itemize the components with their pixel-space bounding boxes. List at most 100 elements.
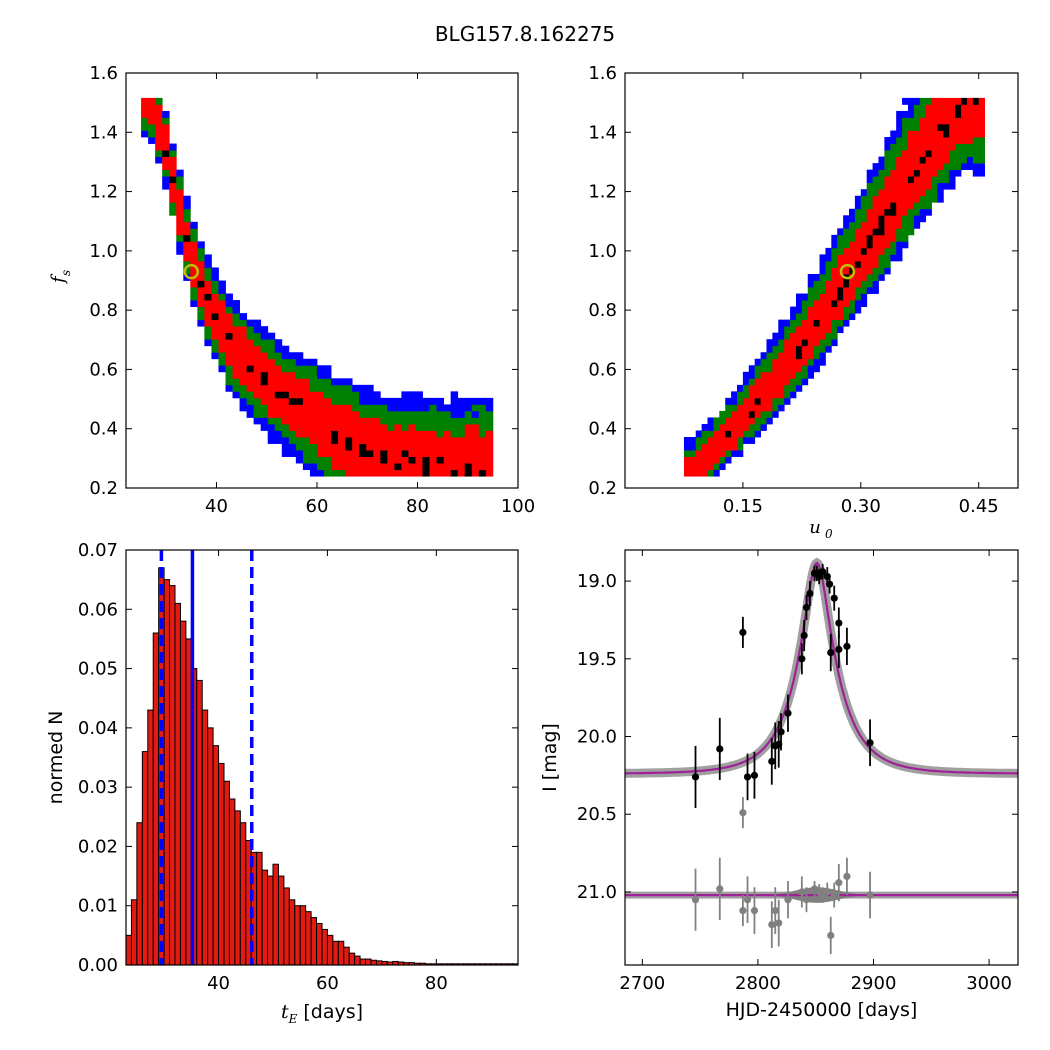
posterior-cell-95 bbox=[338, 384, 346, 392]
posterior-cell-68 bbox=[331, 443, 339, 451]
posterior-cell-95 bbox=[183, 260, 191, 268]
posterior-cell-68 bbox=[849, 247, 856, 255]
y-tick-label: 0.04 bbox=[78, 718, 118, 739]
data-point bbox=[784, 709, 792, 717]
posterior-cell-68 bbox=[860, 221, 868, 229]
posterior-cell-99 bbox=[387, 404, 395, 412]
posterior-cell-99 bbox=[907, 97, 915, 105]
posterior-cell-68 bbox=[819, 313, 826, 321]
posterior-cell-95 bbox=[772, 345, 779, 353]
posterior-cell-best bbox=[813, 319, 820, 327]
posterior-cell-95 bbox=[309, 443, 318, 451]
posterior-cell-99 bbox=[890, 254, 897, 262]
posterior-cell-best bbox=[345, 437, 353, 444]
posterior-cell-95 bbox=[443, 410, 452, 418]
posterior-cell-95 bbox=[719, 456, 726, 464]
posterior-cell-68 bbox=[784, 378, 791, 386]
posterior-cell-99 bbox=[854, 195, 862, 203]
posterior-cell-95 bbox=[373, 404, 381, 412]
posterior-cell-99 bbox=[795, 293, 803, 301]
posterior-cell-68 bbox=[931, 110, 938, 118]
posterior-cell-68 bbox=[394, 443, 402, 451]
posterior-cell-68 bbox=[267, 391, 276, 399]
posterior-cell-68 bbox=[937, 104, 944, 112]
posterior-cell-68 bbox=[366, 417, 374, 425]
posterior-cell-68 bbox=[955, 123, 962, 131]
posterior-cell-68 bbox=[239, 339, 248, 347]
posterior-cell-68 bbox=[890, 215, 897, 223]
posterior-cell-95 bbox=[849, 306, 856, 314]
posterior-cell-68 bbox=[309, 417, 318, 425]
posterior-cell-99 bbox=[253, 326, 262, 334]
posterior-cell-best bbox=[169, 176, 177, 184]
posterior-cell-99 bbox=[683, 437, 691, 444]
posterior-cell-68 bbox=[211, 326, 219, 334]
posterior-cell-68 bbox=[919, 130, 927, 138]
posterior-cell-68 bbox=[457, 437, 466, 444]
posterior-cell-68 bbox=[204, 287, 212, 294]
posterior-cell-best bbox=[872, 228, 879, 236]
posterior-cell-99 bbox=[260, 332, 269, 340]
posterior-cell-99 bbox=[949, 169, 956, 177]
posterior-cell-99 bbox=[267, 332, 276, 340]
posterior-cell-best bbox=[919, 156, 927, 164]
posterior-cell-99 bbox=[225, 293, 233, 301]
posterior-cell-68 bbox=[415, 450, 423, 457]
posterior-cell-68 bbox=[316, 391, 325, 399]
posterior-cell-95 bbox=[813, 352, 820, 360]
posterior-cell-68 bbox=[760, 371, 767, 379]
posterior-cell-best bbox=[754, 397, 761, 405]
posterior-cell-68 bbox=[937, 137, 944, 144]
posterior-cell-68 bbox=[162, 156, 170, 164]
posterior-cell-68 bbox=[866, 267, 873, 275]
histogram-bar bbox=[239, 822, 247, 966]
y-tick-label: 0.6 bbox=[588, 359, 617, 380]
posterior-cell-68 bbox=[713, 430, 720, 438]
data-point bbox=[835, 645, 843, 654]
posterior-cell-99 bbox=[896, 254, 903, 262]
posterior-cell-68 bbox=[931, 97, 938, 105]
posterior-cell-95 bbox=[919, 202, 927, 210]
posterior-cell-68 bbox=[955, 117, 962, 125]
y-tick-label: 19.5 bbox=[577, 649, 617, 670]
posterior-cell-95 bbox=[366, 404, 374, 412]
x-tick-label: 100 bbox=[501, 496, 535, 517]
residual-point bbox=[784, 896, 792, 904]
posterior-cell-68 bbox=[849, 260, 856, 268]
posterior-cell-68 bbox=[295, 404, 304, 412]
posterior-cell-68 bbox=[907, 150, 915, 157]
posterior-cell-95 bbox=[169, 150, 177, 157]
posterior-cell-68 bbox=[288, 391, 297, 399]
posterior-cell-68 bbox=[366, 456, 374, 464]
posterior-cell-68 bbox=[854, 228, 862, 236]
posterior-cell-68 bbox=[925, 169, 932, 177]
posterior-cell-68 bbox=[443, 469, 452, 477]
posterior-cell-68 bbox=[790, 352, 797, 360]
posterior-cell-68 bbox=[896, 202, 903, 210]
y-tick-label: 1.4 bbox=[89, 122, 118, 143]
posterior-cell-99 bbox=[766, 339, 773, 347]
posterior-cell-99 bbox=[218, 365, 226, 373]
posterior-cell-68 bbox=[795, 332, 803, 340]
posterior-cell-99 bbox=[162, 110, 170, 118]
posterior-cell-95 bbox=[211, 345, 219, 353]
histogram-bar bbox=[326, 934, 334, 966]
posterior-cell-68 bbox=[288, 410, 297, 418]
posterior-cell-95 bbox=[795, 378, 803, 386]
posterior-cell-68 bbox=[302, 391, 311, 399]
posterior-cell-best bbox=[260, 378, 269, 386]
posterior-cell-68 bbox=[937, 156, 944, 164]
posterior-cell-68 bbox=[837, 313, 844, 321]
posterior-cell-68 bbox=[813, 300, 820, 307]
posterior-cell-99 bbox=[211, 267, 219, 275]
data-point bbox=[806, 589, 814, 598]
posterior-cell-95 bbox=[422, 423, 430, 431]
posterior-cell-95 bbox=[359, 404, 367, 412]
posterior-cell-68 bbox=[937, 97, 944, 105]
posterior-cell-68 bbox=[966, 137, 974, 144]
posterior-cell-68 bbox=[478, 463, 487, 471]
posterior-cell-95 bbox=[813, 280, 820, 288]
posterior-cell-68 bbox=[978, 97, 985, 105]
posterior-cell-68 bbox=[907, 182, 915, 190]
posterior-cell-95 bbox=[854, 208, 862, 216]
